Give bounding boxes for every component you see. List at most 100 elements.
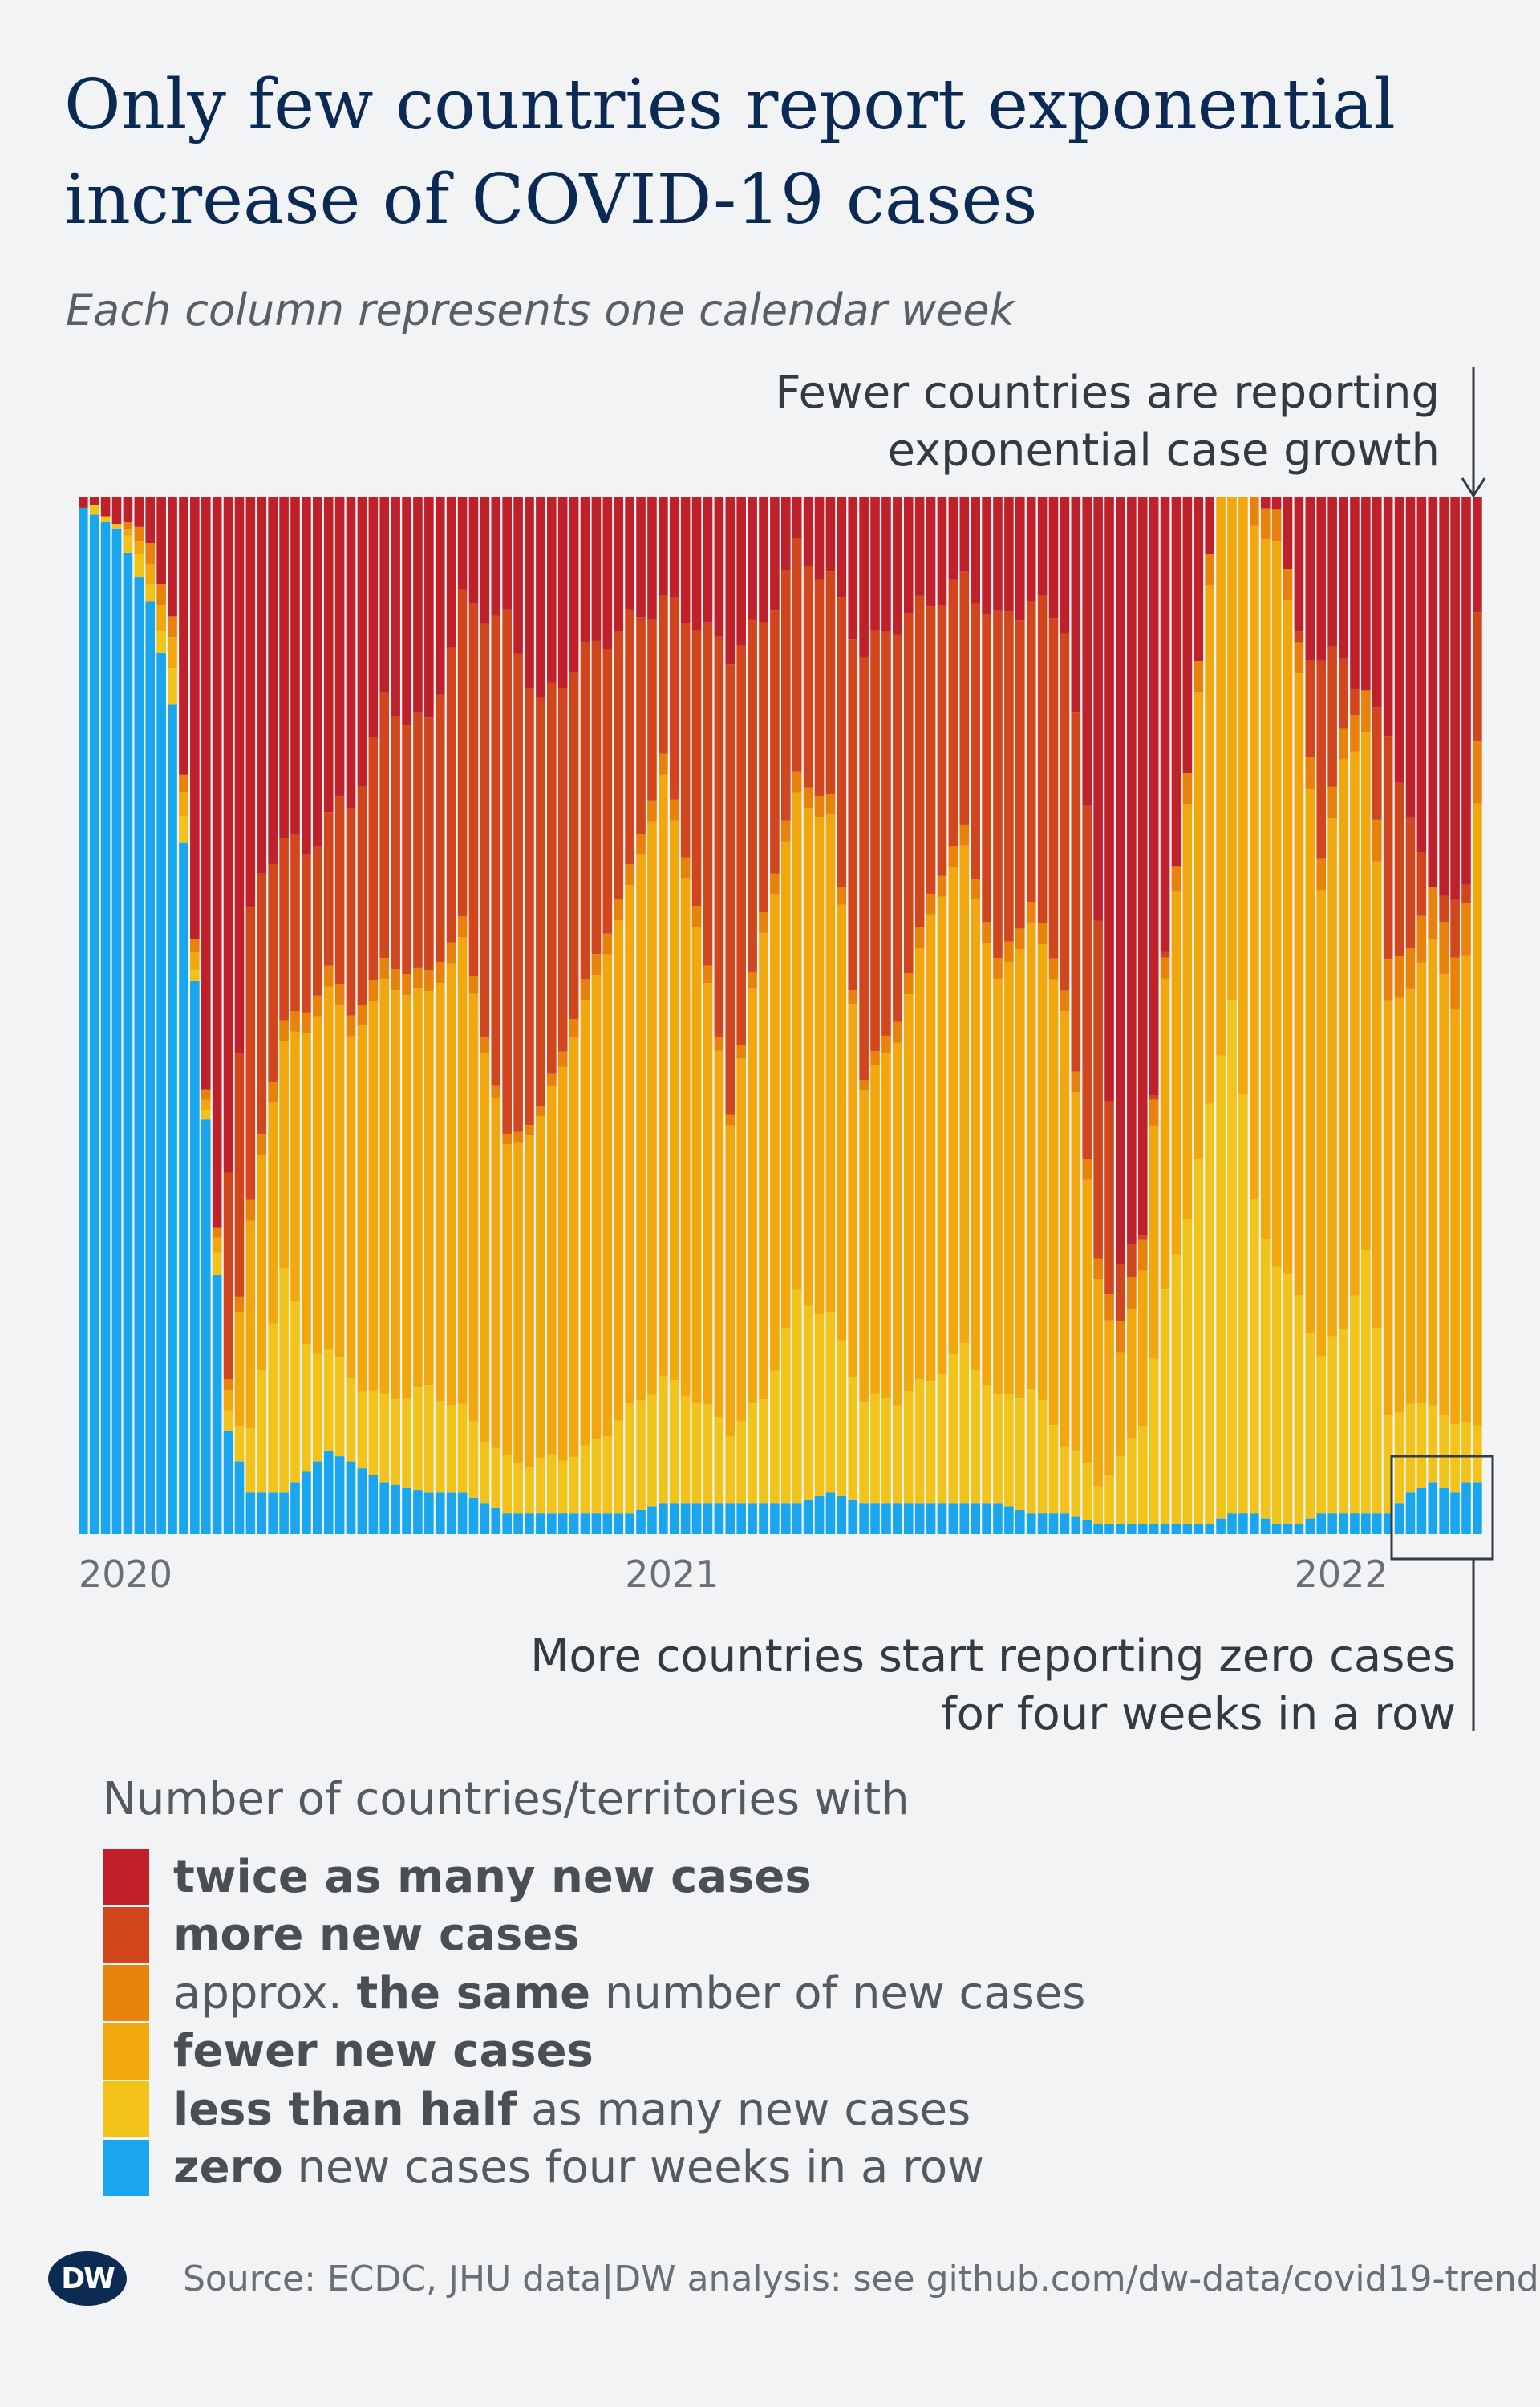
bar-segment-less-half: [323, 1349, 334, 1451]
bar-segment-more: [1439, 895, 1449, 923]
bar-segment-more: [234, 1053, 245, 1297]
week-column: [1160, 497, 1170, 1534]
bar-segment-twice: [1283, 497, 1293, 570]
legend-label: more new cases: [173, 1909, 580, 1961]
bar-segment-fewer: [680, 878, 691, 1397]
bar-segment-more: [334, 796, 345, 984]
legend-label: zero new cases four weeks in a row: [173, 2141, 984, 2194]
bar-segment-same: [1127, 1277, 1137, 1309]
bar-segment-twice: [1439, 497, 1449, 896]
bar-segment-same: [659, 753, 668, 775]
bar-segment-twice: [714, 497, 724, 637]
bar-segment-fewer: [557, 1066, 568, 1461]
bar-segment-more: [703, 622, 713, 966]
bar-segment-less-half: [402, 1398, 411, 1488]
bar-segment-twice: [937, 497, 947, 606]
bar-segment-twice: [100, 497, 111, 517]
bar-segment-fewer: [268, 1102, 278, 1324]
bar-segment-less-half: [1093, 1486, 1103, 1524]
week-column: [792, 497, 802, 1534]
bar-segment-same: [825, 794, 836, 814]
bar-segment-less-half: [1205, 1103, 1214, 1524]
bar-segment-zero: [680, 1503, 691, 1534]
bar-segment-less-half: [703, 1404, 713, 1504]
bar-segment-less-half: [859, 1401, 869, 1504]
bar-segment-twice: [926, 497, 936, 607]
bar-segment-less-half: [1227, 999, 1237, 1514]
week-column: [691, 497, 702, 1534]
bar-segment-fewer: [357, 1025, 367, 1392]
bar-segment-zero: [659, 1503, 668, 1534]
bar-segment-same: [714, 1037, 724, 1051]
bar-segment-twice: [959, 497, 970, 572]
week-column: [1216, 497, 1226, 1534]
legend-swatch: [103, 2023, 149, 2080]
bar-segment-more: [457, 589, 468, 917]
bar-segment-twice: [1160, 497, 1170, 952]
bar-segment-less-half: [770, 1370, 780, 1504]
bar-segment-same: [223, 1379, 233, 1390]
bar-segment-less-half: [1394, 1412, 1404, 1504]
bar-segment-same: [145, 543, 156, 564]
bar-segment-same: [703, 965, 713, 984]
source-note: Source: ECDC, JHU data|DW analysis: see …: [183, 2258, 1539, 2299]
bar-segment-less-half: [424, 1385, 434, 1493]
bar-segment-zero: [825, 1492, 836, 1534]
bar-segment-less-half: [1149, 1358, 1159, 1524]
bar-segment-twice: [168, 497, 177, 617]
bar-segment-fewer: [334, 1004, 345, 1358]
week-column: [680, 497, 691, 1534]
bar-segment-same: [1372, 819, 1382, 862]
bar-segment-more: [402, 725, 411, 975]
bar-segment-more: [893, 634, 902, 1022]
bar-segment-same: [1439, 922, 1449, 974]
bar-segment-more: [245, 907, 256, 1200]
bar-segment-zero: [1238, 1513, 1248, 1534]
bar-segment-less-half: [1160, 1289, 1170, 1524]
bar-segment-zero: [914, 1503, 925, 1534]
bar-segment-fewer: [168, 637, 177, 668]
bar-segment-less-half: [647, 1394, 657, 1507]
bar-segment-twice: [625, 497, 634, 610]
bar-segment-fewer: [525, 1135, 534, 1467]
bar-segment-same: [557, 1051, 568, 1067]
bar-segment-fewer: [134, 541, 144, 555]
bar-segment-zero: [636, 1509, 646, 1534]
bar-segment-twice: [1428, 497, 1438, 887]
bar-segment-more: [993, 610, 1003, 959]
week-column: [302, 497, 311, 1534]
bar-segment-less-half: [1116, 1455, 1125, 1524]
bar-segment-twice: [870, 497, 880, 631]
bar-segment-twice: [435, 497, 445, 695]
bar-segment-fewer: [1350, 751, 1360, 1296]
bar-segment-more: [525, 688, 534, 1126]
bar-segment-fewer: [971, 899, 980, 1370]
bar-segment-twice: [993, 497, 1003, 611]
bar-segment-zero: [223, 1430, 233, 1534]
bar-segment-more: [313, 846, 322, 996]
bar-segment-more: [1116, 1264, 1125, 1321]
week-column: [391, 497, 400, 1534]
bar-segment-more: [379, 692, 390, 959]
bar-segment-less-half: [1037, 1399, 1048, 1514]
week-column: [468, 497, 479, 1534]
bar-segment-twice: [1316, 497, 1327, 661]
bar-segment-fewer: [736, 1058, 746, 1422]
bar-segment-fewer: [1127, 1309, 1137, 1439]
bar-segment-less-half: [591, 1439, 602, 1514]
bar-segment-zero: [413, 1490, 423, 1534]
bar-segment-fewer: [1216, 497, 1226, 1056]
bar-segment-less-half: [625, 1403, 634, 1514]
week-column: [1305, 497, 1315, 1534]
week-column: [1037, 497, 1048, 1534]
bar-segment-more: [982, 614, 991, 923]
bar-segment-fewer: [1037, 944, 1048, 1400]
bar-segment-same: [1160, 957, 1170, 979]
bar-segment-fewer: [1439, 973, 1449, 1415]
bar-segment-same: [647, 800, 657, 822]
bar-segment-zero: [725, 1503, 736, 1534]
bar-segment-fewer: [1205, 585, 1214, 1104]
bar-segment-same: [1171, 866, 1181, 892]
week-column: [1104, 497, 1114, 1534]
bar-segment-zero: [971, 1503, 980, 1534]
